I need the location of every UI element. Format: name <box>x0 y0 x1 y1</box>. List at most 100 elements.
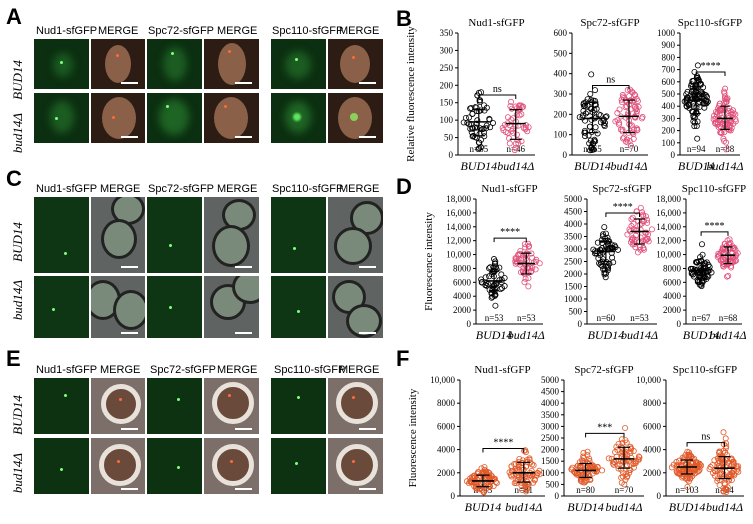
data-point <box>568 466 575 473</box>
data-point <box>524 128 531 135</box>
col-header: MERGE <box>100 364 141 376</box>
gfp-image <box>147 276 202 338</box>
col-header: Nud1-sfGFP <box>36 25 98 37</box>
y-tick-label: 500 <box>546 479 560 489</box>
data-point <box>686 105 693 112</box>
data-point <box>693 123 700 130</box>
data-point <box>616 106 623 113</box>
data-point <box>492 302 499 309</box>
merge-image <box>328 197 383 273</box>
data-point <box>626 93 633 100</box>
y-tick-label: 2000 <box>663 305 682 315</box>
data-point <box>717 471 724 478</box>
panel-letter-f: F <box>396 346 410 371</box>
data-point <box>467 105 474 112</box>
data-point <box>476 145 483 152</box>
data-point <box>514 137 521 144</box>
data-point <box>724 273 731 280</box>
data-point <box>686 452 693 459</box>
n-label: n=53 <box>485 313 504 323</box>
y-tick-label: 600 <box>554 28 568 38</box>
data-point <box>630 135 637 142</box>
data-point <box>631 114 638 121</box>
data-point <box>723 146 730 153</box>
data-point <box>710 469 717 476</box>
y-tick-label: 12,000 <box>446 236 471 246</box>
category-label: bud14Δ <box>505 500 542 514</box>
data-point <box>506 135 513 142</box>
y-tick-label: 4000 <box>437 445 456 455</box>
data-point <box>722 440 729 447</box>
data-point <box>520 103 527 110</box>
data-point <box>480 125 487 132</box>
y-tick-label: 10,000 <box>656 250 681 260</box>
y-tick-label: 6000 <box>453 277 472 287</box>
n-label: n=53 <box>517 313 536 323</box>
data-point <box>627 448 634 455</box>
y-tick-label: 2500 <box>541 433 560 443</box>
data-point <box>512 255 519 262</box>
data-point <box>614 446 621 453</box>
significance-bracket <box>700 231 729 236</box>
y-tick-label: 2000 <box>541 445 560 455</box>
data-point <box>601 247 608 254</box>
data-point <box>696 279 703 286</box>
y-tick-label: 1000 <box>657 28 676 38</box>
category-label: bud14Δ <box>610 159 647 173</box>
col-header: MERGE <box>217 183 258 195</box>
data-point <box>618 436 625 443</box>
y-tick-label: 300 <box>440 45 454 55</box>
data-point <box>468 129 475 136</box>
data-point <box>536 260 543 267</box>
y-tick-label: 900 <box>662 40 676 50</box>
data-point <box>522 244 529 251</box>
data-point <box>724 484 731 491</box>
data-point <box>532 266 539 273</box>
category-label: bud14Δ <box>706 500 743 514</box>
data-point <box>603 270 610 277</box>
data-point <box>584 448 591 455</box>
data-point <box>619 135 626 142</box>
data-point <box>632 458 639 465</box>
data-point <box>597 119 604 126</box>
y-tick-label: 0 <box>451 491 456 501</box>
category-label: bud14Δ <box>621 328 658 342</box>
data-point <box>690 118 697 125</box>
data-point <box>512 140 519 147</box>
data-point <box>687 265 694 272</box>
data-point <box>691 114 698 121</box>
data-point <box>481 102 488 109</box>
category-label: BUD14 <box>465 500 502 514</box>
data-point <box>626 469 633 476</box>
data-point <box>525 275 532 282</box>
data-point <box>714 109 721 116</box>
data-point <box>579 114 586 121</box>
y-tick-label: 0 <box>563 150 568 160</box>
category-label: BUD14 <box>669 500 706 514</box>
y-tick-label: 800 <box>662 52 676 62</box>
data-point <box>621 481 628 488</box>
data-point <box>604 234 611 241</box>
y-tick-label: 3000 <box>541 421 560 431</box>
data-point <box>628 223 635 230</box>
data-point <box>525 283 532 290</box>
n-label: n=67 <box>692 313 711 323</box>
data-point <box>688 269 695 276</box>
significance-label: ns <box>493 84 502 95</box>
data-point <box>601 224 608 231</box>
data-point <box>618 466 625 473</box>
y-tick-label: 200 <box>440 80 454 90</box>
data-point <box>513 257 520 264</box>
y-tick-label: 10,000 <box>430 375 455 385</box>
significance-label: **** <box>500 227 520 238</box>
data-point <box>516 112 523 119</box>
n-label: n=70 <box>615 485 634 495</box>
data-point <box>619 454 626 461</box>
data-point <box>529 264 536 271</box>
y-tick-label: 1500 <box>564 282 583 292</box>
data-point <box>694 62 701 69</box>
data-point <box>576 459 583 466</box>
data-point <box>493 479 500 486</box>
y-tick-label: 1000 <box>564 294 583 304</box>
col-header: Nud1-sfGFP <box>36 364 98 376</box>
